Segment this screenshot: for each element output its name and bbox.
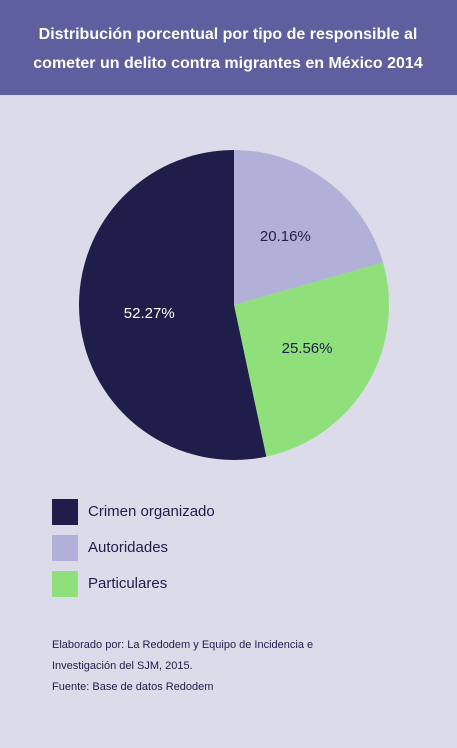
header: [0, 0, 457, 95]
chart-title: Distribución porcentual por tipo de resp…: [39, 26, 418, 43]
pie-slice: [78, 150, 267, 460]
legend-label: Autoridades: [88, 539, 168, 556]
value-label: 52.27%: [124, 305, 175, 322]
chart-title: cometer un delito contra migrantes en Mé…: [33, 55, 423, 72]
note: Fuente: Base de datos Redodem: [52, 681, 213, 693]
legend-label: Particulares: [88, 575, 167, 592]
legend-swatch: [52, 571, 78, 597]
pie-slice: [234, 262, 389, 457]
legend-swatch: [52, 499, 78, 525]
note: Elaborado por: La Redodem y Equipo de In…: [52, 639, 313, 651]
value-label: 25.56%: [282, 340, 333, 357]
pie-slice: [234, 150, 384, 305]
legend-swatch: [52, 535, 78, 561]
legend-label: Crimen organizado: [88, 503, 215, 520]
note: Investigación del SJM, 2015.: [52, 660, 193, 672]
value-label: 20.16%: [260, 228, 311, 245]
